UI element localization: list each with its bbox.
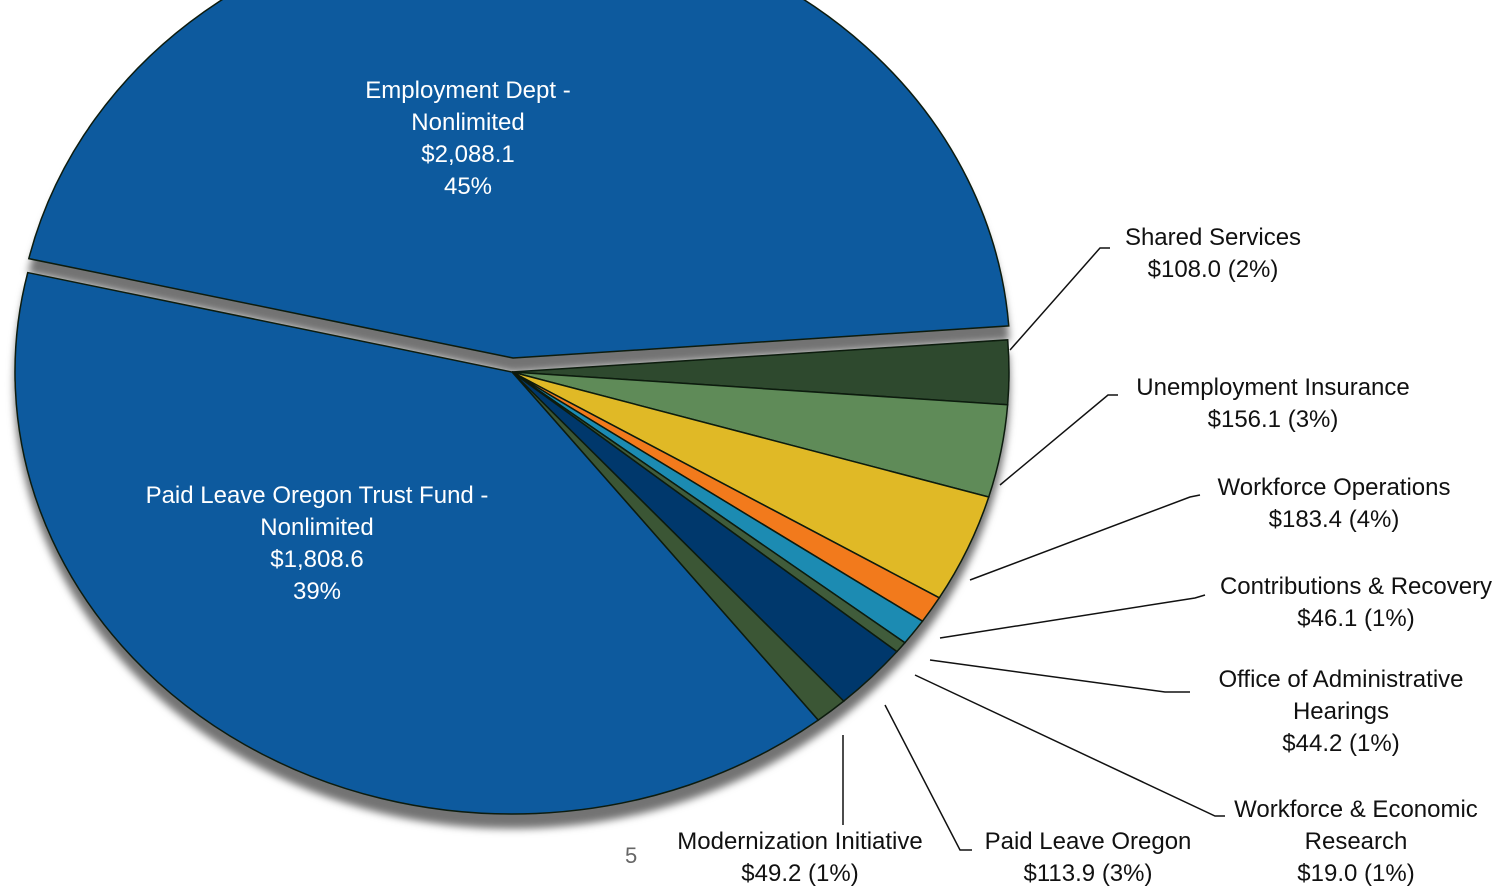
percent-label: (4%) bbox=[1348, 506, 1400, 533]
category-label: Contributions & Recovery bbox=[1219, 573, 1493, 600]
value-row: $113.9 (3%) bbox=[968, 858, 1208, 889]
value-row: $19.0 (1%) bbox=[1211, 858, 1501, 889]
pie-slice bbox=[27, 0, 1010, 359]
category-label: Workforce Operations bbox=[1217, 474, 1451, 501]
pie-slice bbox=[14, 271, 820, 815]
percent-label: 45% bbox=[443, 173, 493, 200]
value-label: $46.1 bbox=[1297, 605, 1358, 632]
category-label: Modernization Initiative bbox=[677, 828, 923, 855]
page-number: 5 bbox=[625, 843, 638, 868]
value-label: $108.0 bbox=[1147, 256, 1222, 283]
slice-label: Shared Services $108.0 (2%) bbox=[1053, 222, 1373, 286]
slice-label: Paid Leave Oregon Trust Fund - Nonlimite… bbox=[97, 480, 537, 608]
value-label: $183.4 bbox=[1268, 506, 1343, 533]
value-row: $183.4 (4%) bbox=[1174, 504, 1494, 536]
category-label: Paid Leave Oregon Trust Fund - Nonlimite… bbox=[145, 482, 489, 541]
slice-label: Workforce & Economic Research $19.0 (1%) bbox=[1211, 794, 1501, 889]
value-row: $108.0 (2%) bbox=[1053, 254, 1373, 286]
value-label: $2,088.1 bbox=[421, 141, 515, 168]
value-label: $44.2 bbox=[1282, 730, 1343, 757]
slice-label: Contributions & Recovery $46.1 (1%) bbox=[1196, 571, 1511, 635]
category-label: Employment Dept - Nonlimited bbox=[365, 77, 571, 136]
slice-label: Modernization Initiative $49.2 (1%) bbox=[655, 826, 945, 889]
leader-line bbox=[999, 394, 1118, 486]
value-row: $156.1 (3%) bbox=[1103, 404, 1443, 436]
percent-label: (1%) bbox=[1364, 605, 1415, 632]
leader-line bbox=[929, 659, 1190, 693]
category-label: Workforce & Economic Research bbox=[1234, 796, 1478, 855]
percent-label: (1%) bbox=[808, 860, 859, 887]
percent-label: (1%) bbox=[1349, 730, 1400, 757]
category-label: Office of Administrative Hearings bbox=[1218, 666, 1464, 725]
leader-line bbox=[884, 704, 972, 851]
slice-label: Office of Administrative Hearings $44.2 (… bbox=[1191, 664, 1491, 760]
category-label: Shared Services bbox=[1124, 224, 1302, 251]
percent-label: (3%) bbox=[1101, 860, 1153, 887]
slice-label: Paid Leave Oregon $113.9 (3%) bbox=[968, 826, 1208, 889]
value-label: $19.0 bbox=[1297, 860, 1358, 887]
category-label: Paid Leave Oregon bbox=[984, 828, 1192, 855]
percent-label: (1%) bbox=[1364, 860, 1415, 887]
percent-label: (3%) bbox=[1287, 406, 1339, 433]
value-row: $49.2 (1%) bbox=[655, 858, 945, 889]
value-label: $113.9 bbox=[1023, 860, 1096, 887]
slice-label: Employment Dept - Nonlimited $2,088.1 45% bbox=[333, 75, 603, 203]
percent-label: (2%) bbox=[1227, 256, 1279, 283]
leader-line bbox=[1009, 247, 1110, 351]
slice-label: Unemployment Insurance $156.1 (3%) bbox=[1103, 372, 1443, 436]
value-label: $49.2 bbox=[741, 860, 802, 887]
leader-line bbox=[939, 594, 1206, 639]
slice-label: Workforce Operations $183.4 (4%) bbox=[1174, 472, 1494, 536]
leader-line bbox=[969, 494, 1201, 581]
leader-line bbox=[914, 674, 1225, 817]
value-row: $46.1 (1%) bbox=[1196, 603, 1511, 635]
percent-label: 39% bbox=[292, 578, 342, 605]
value-label: $1,808.6 bbox=[270, 546, 364, 573]
value-label: $156.1 bbox=[1207, 406, 1282, 433]
category-label: Unemployment Insurance bbox=[1136, 374, 1410, 401]
value-row: $44.2 (1%) bbox=[1191, 728, 1491, 760]
